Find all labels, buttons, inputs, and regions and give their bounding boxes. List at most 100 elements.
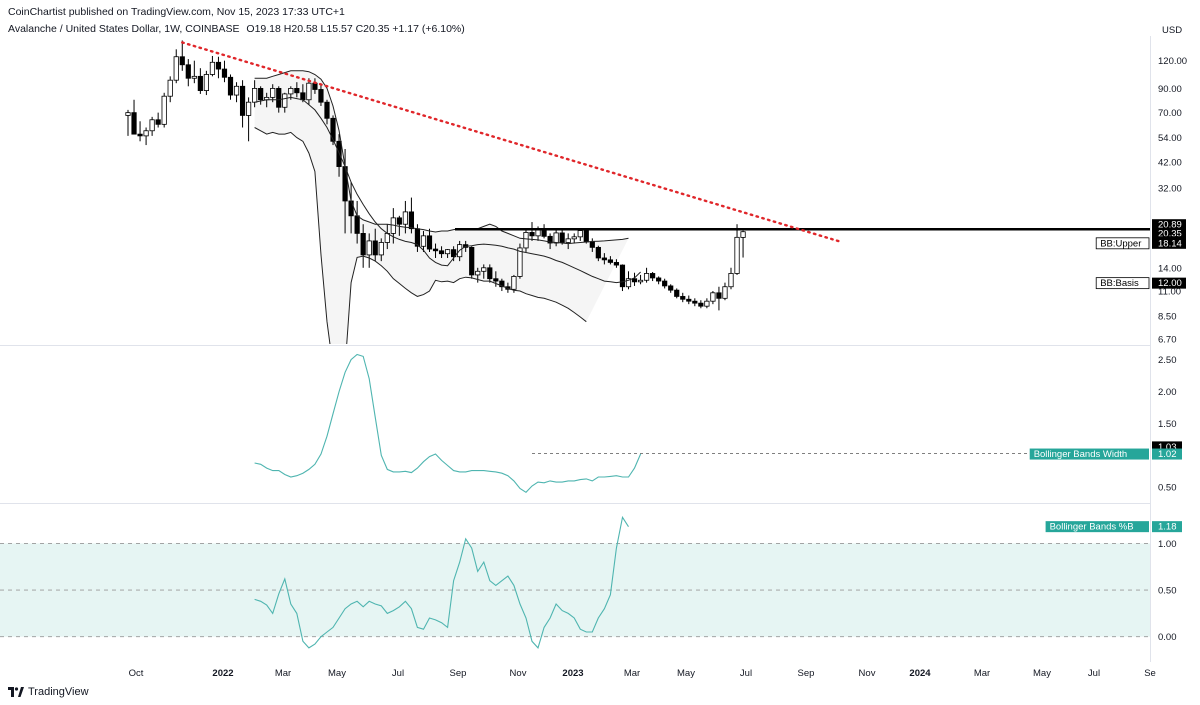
- candle: [583, 228, 589, 244]
- candle-body: [294, 88, 300, 94]
- candle-body: [378, 242, 384, 256]
- candle: [686, 295, 692, 305]
- percent-b-tick-label: 0.50: [1158, 586, 1177, 597]
- percent-b-tick-label: 0.00: [1158, 632, 1177, 643]
- price-tag: 20.35: [1152, 228, 1186, 240]
- candle-body: [282, 93, 288, 108]
- candle-body: [300, 92, 306, 101]
- time-axis-label: May: [677, 668, 695, 679]
- candle: [179, 40, 185, 71]
- candle-body: [167, 79, 173, 97]
- candle: [378, 238, 384, 262]
- time-axis-label: Mar: [624, 668, 640, 679]
- price-tick-label: 90.00: [1158, 84, 1182, 95]
- time-axis-label: Mar: [974, 668, 990, 679]
- candle: [728, 267, 734, 290]
- price-tick-label: 8.50: [1158, 311, 1177, 322]
- price-tick-label: 70.00: [1158, 108, 1182, 119]
- candle-body: [221, 68, 228, 78]
- candle: [324, 99, 330, 125]
- candle-body: [185, 64, 191, 79]
- candle-body: [438, 250, 445, 255]
- candle-body: [173, 56, 179, 81]
- candle-body: [692, 300, 698, 304]
- candle: [125, 109, 131, 136]
- candle: [282, 92, 288, 113]
- candle: [155, 112, 161, 128]
- candle: [493, 271, 499, 287]
- candle-body: [203, 74, 209, 91]
- candle: [258, 86, 264, 105]
- bbw-name: Bollinger Bands Width: [1034, 449, 1127, 460]
- percent-b-value-box: [1152, 521, 1182, 533]
- candle: [143, 127, 149, 146]
- candle: [270, 84, 276, 103]
- candle-body: [245, 101, 252, 116]
- candle: [306, 78, 312, 105]
- percent-b-name-box: [1045, 521, 1149, 533]
- candle-body: [149, 119, 155, 132]
- candle: [734, 224, 740, 275]
- candle-body: [252, 88, 258, 103]
- candle: [650, 272, 656, 282]
- candle-body: [686, 298, 692, 302]
- candle-body: [704, 300, 710, 307]
- candle-body: [318, 89, 324, 103]
- percent-b-band: [0, 543, 1150, 637]
- candle: [396, 215, 402, 236]
- price-tag: 20.89: [1152, 219, 1186, 231]
- candle-body: [469, 246, 475, 276]
- candle-body: [631, 278, 638, 283]
- price-tag-value: 20.35: [1158, 229, 1182, 240]
- candle-body: [637, 279, 644, 283]
- percent-b-value: 1.18: [1158, 522, 1177, 533]
- candle-body: [547, 235, 553, 244]
- candle-body: [125, 112, 131, 116]
- candle-body: [408, 211, 415, 230]
- candle-body: [595, 246, 601, 259]
- candle: [619, 264, 626, 292]
- candle: [426, 228, 433, 252]
- candle: [722, 282, 728, 301]
- candle: [613, 259, 620, 268]
- candle: [245, 97, 252, 142]
- candle: [239, 80, 246, 128]
- percent-b-tick-label: 1.00: [1158, 539, 1177, 550]
- time-axis-label: Jul: [1088, 668, 1100, 679]
- candle: [607, 256, 614, 265]
- candle-body: [444, 249, 451, 255]
- candle-body: [366, 240, 372, 256]
- candle-body: [601, 257, 607, 261]
- candle-body: [662, 280, 668, 287]
- candle: [227, 74, 234, 100]
- bbw-reference-value: 1.03: [1158, 442, 1177, 453]
- time-axis-label: Se: [1144, 668, 1156, 679]
- candle-body: [607, 259, 614, 263]
- bbw-line: [254, 353, 642, 494]
- tradingview-logo-icon: [8, 687, 24, 697]
- candle: [517, 243, 523, 279]
- candle-body: [197, 75, 203, 91]
- candle: [553, 228, 559, 247]
- candle-body: [426, 235, 433, 250]
- candle: [656, 276, 662, 285]
- price-tick-label: 54.00: [1158, 133, 1182, 144]
- price-tag-box: [1152, 219, 1186, 231]
- candle: [481, 264, 487, 279]
- candle: [529, 222, 535, 241]
- candle-body: [577, 230, 583, 238]
- candle-body: [179, 56, 185, 66]
- candle: [740, 230, 746, 258]
- price-tick-label: 120.00: [1158, 56, 1187, 67]
- bb-basis-line: [254, 96, 641, 284]
- candle-body: [276, 88, 282, 108]
- candle-body: [740, 231, 746, 238]
- candle: [469, 246, 475, 279]
- candle: [366, 233, 372, 268]
- candle-body: [619, 264, 626, 288]
- footer-brand[interactable]: TradingView: [8, 686, 89, 698]
- candle: [571, 233, 577, 244]
- candle-body: [734, 236, 740, 274]
- time-axis-label: Nov: [859, 668, 876, 679]
